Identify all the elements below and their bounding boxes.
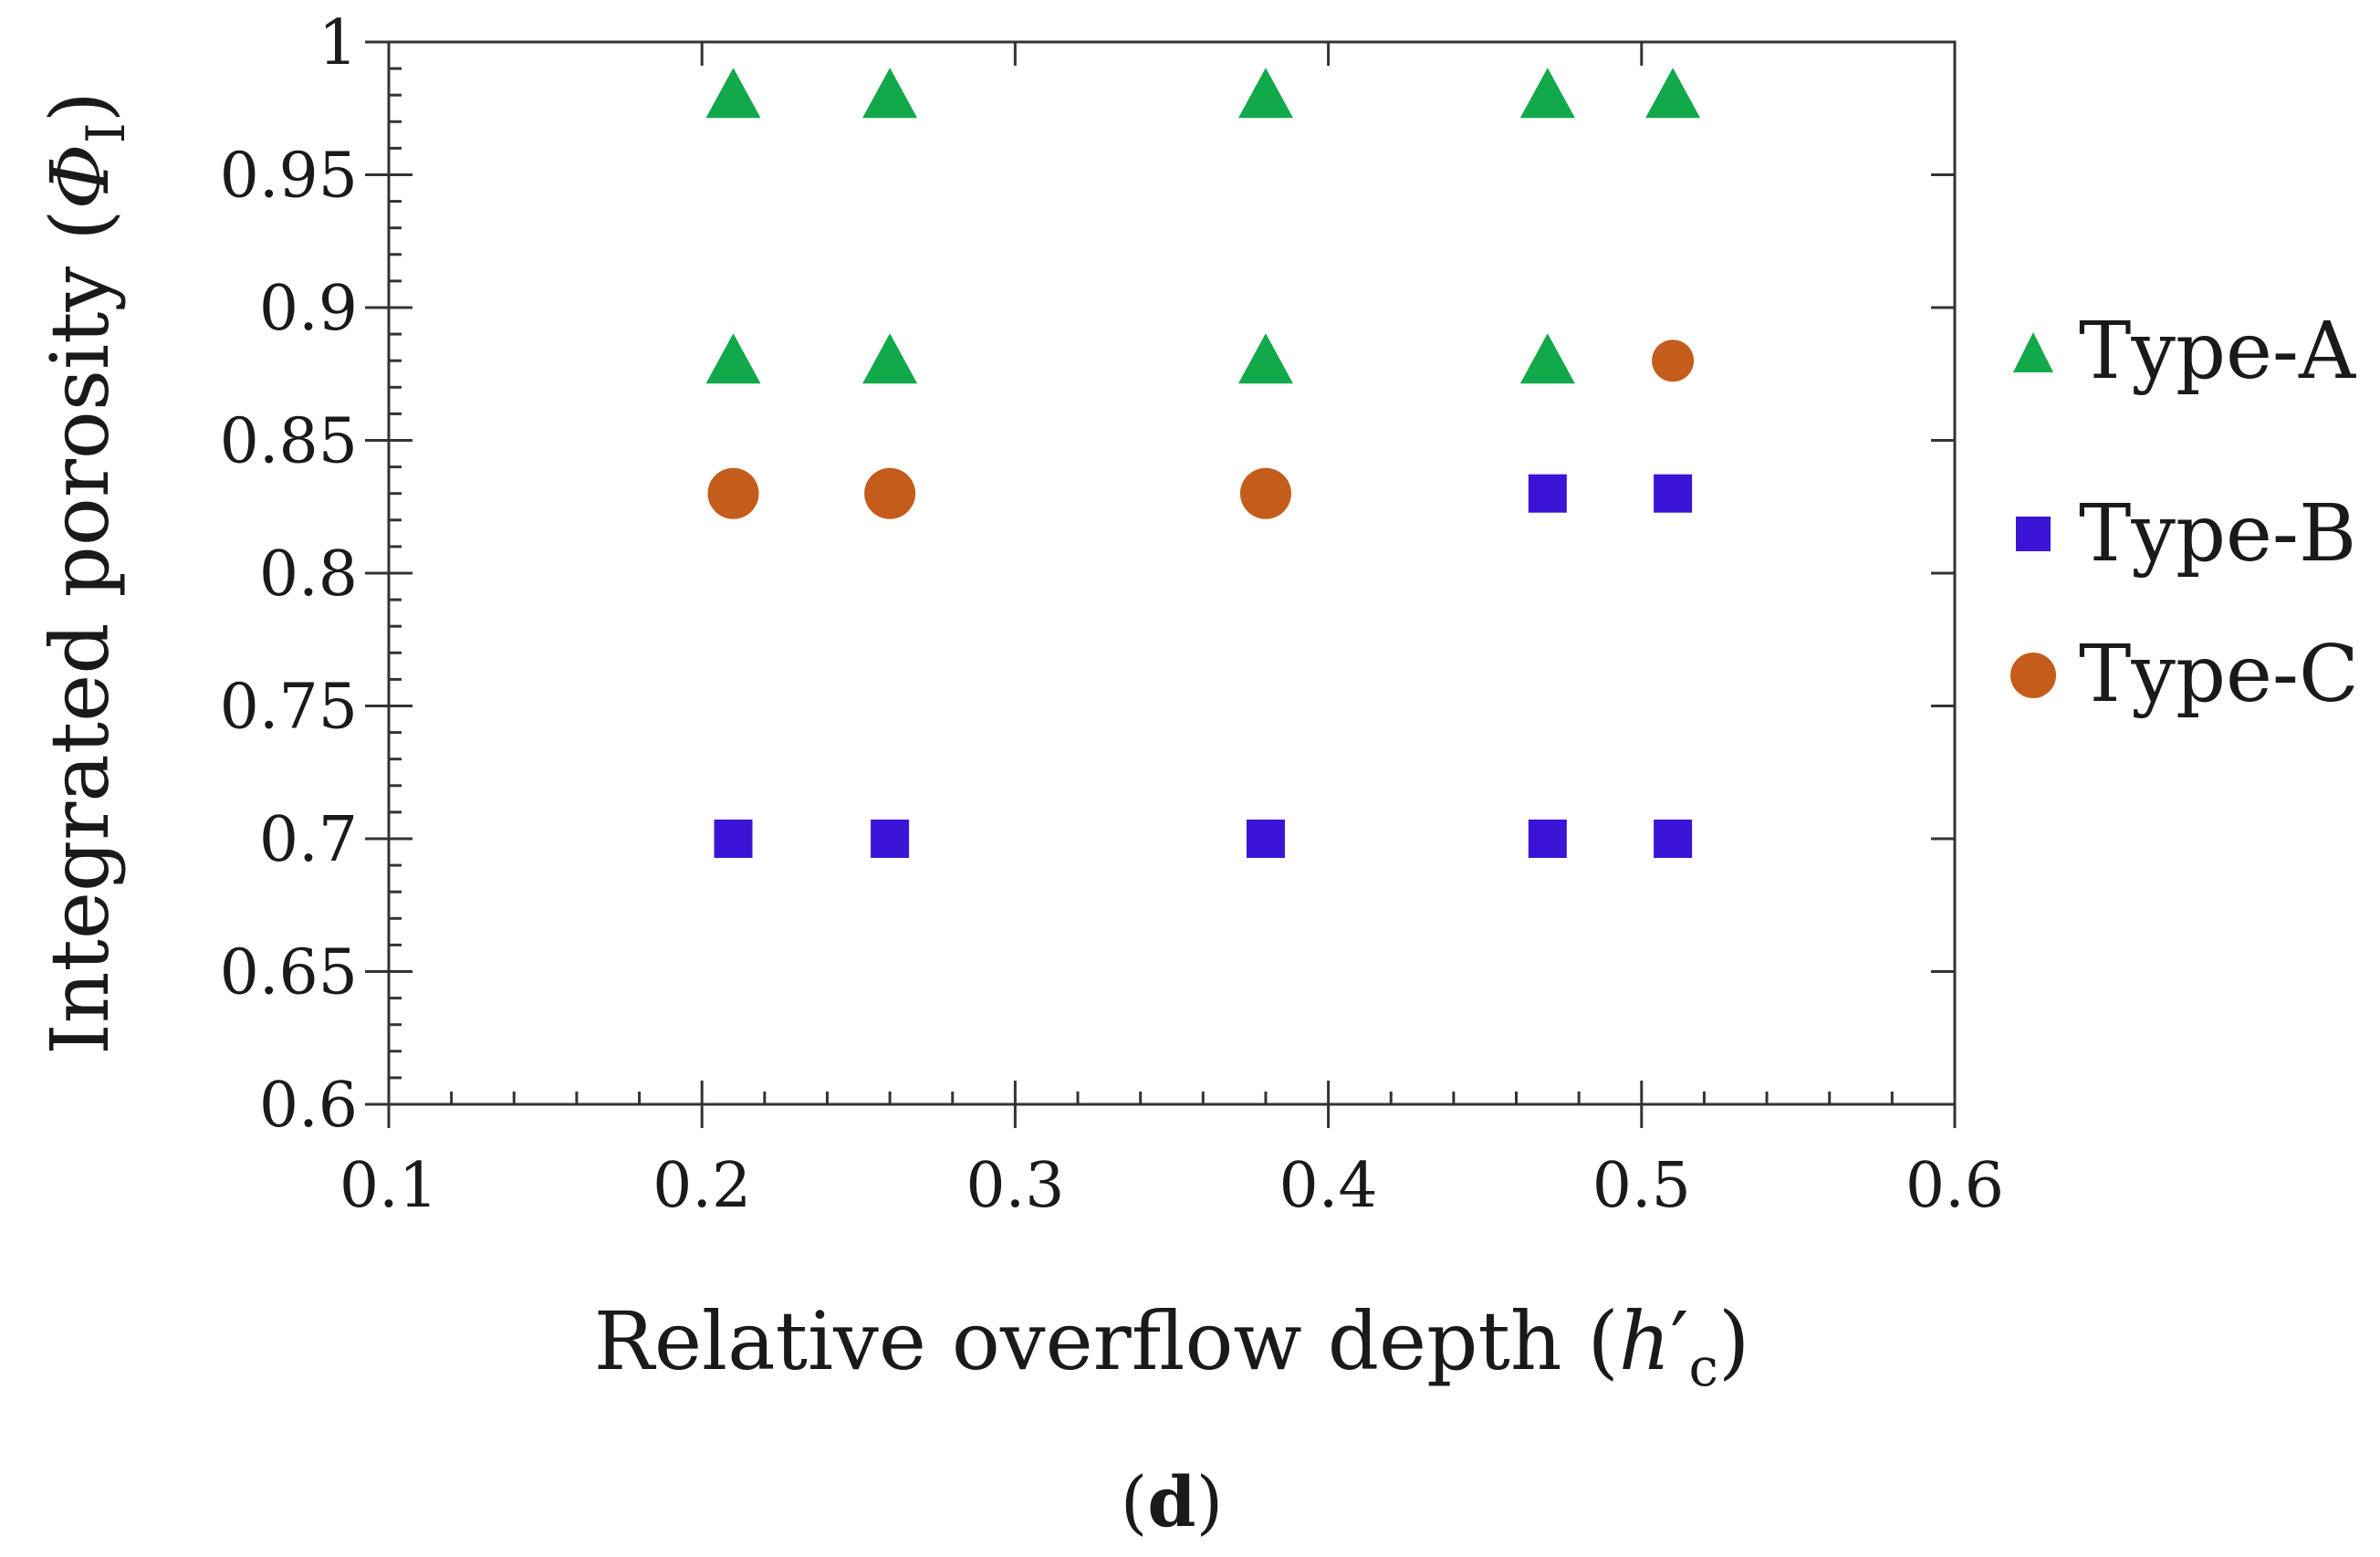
point-type-a	[1519, 333, 1575, 384]
x-axis-title-symbol: h	[1619, 1294, 1671, 1388]
point-type-a	[705, 68, 761, 119]
point-type-a	[1519, 68, 1575, 119]
legend-item-type-a: Type-A	[2013, 306, 2356, 397]
axis-tick-labels: 0.1 0.2 0.3 0.4 0.5 0.6 0.6 0.65 0.7 0.75 0.8 0.85 0…	[220, 7, 2004, 1222]
x-axis-title-main: Relative overflow depth (	[594, 1294, 1619, 1388]
data-points	[705, 68, 1701, 858]
x-tick-label: 0.3	[966, 1150, 1064, 1222]
x-axis-title-prime: ′	[1671, 1294, 1689, 1388]
point-type-b	[1654, 474, 1693, 513]
x-axis-title: Relative overflow depth (h′c)	[594, 1294, 1750, 1398]
y-tick-label: 0.95	[220, 141, 358, 213]
x-tick-label: 0.5	[1592, 1150, 1691, 1222]
y-tick-label: 1	[318, 7, 358, 79]
point-type-a	[1237, 68, 1293, 119]
point-type-c	[707, 467, 759, 519]
point-type-a	[862, 68, 918, 119]
panel-label-letter: d	[1147, 1461, 1195, 1542]
point-type-a	[705, 333, 761, 384]
y-axis-title-symbol: Φ	[33, 143, 127, 209]
legend-square-marker	[2016, 517, 2051, 551]
y-tick-label: 0.6	[259, 1070, 358, 1142]
legend-label-type-b: Type-B	[2079, 488, 2356, 580]
point-type-b	[1528, 820, 1567, 858]
panel-label: (d)	[1121, 1461, 1223, 1542]
x-axis-title-close: )	[1718, 1294, 1749, 1388]
point-type-b	[1246, 820, 1285, 858]
point-type-b	[871, 820, 910, 858]
y-axis-title-subscript: I	[75, 122, 137, 143]
y-tick-label: 0.8	[259, 538, 358, 611]
x-axis-title-subscript: c	[1688, 1336, 1717, 1398]
panel-label-close: )	[1196, 1461, 1224, 1542]
legend-circle-marker	[2010, 653, 2056, 698]
y-tick-label: 0.75	[220, 672, 358, 744]
x-tick-label: 0.2	[652, 1150, 751, 1222]
legend: Type-A Type-B Type-C	[2010, 306, 2359, 720]
y-axis-title: Integrated porosity (ΦI)	[33, 91, 137, 1055]
y-axis-title-main: Integrated porosity (	[33, 209, 127, 1055]
point-type-b	[1654, 820, 1693, 858]
y-tick-label: 0.7	[259, 804, 358, 876]
x-tick-label: 0.6	[1905, 1150, 2004, 1222]
y-tick-label: 0.65	[220, 937, 358, 1009]
point-type-a	[1237, 333, 1293, 384]
y-tick-label: 0.9	[259, 273, 358, 345]
axis-ticks	[365, 40, 1957, 1128]
point-type-b	[1528, 474, 1567, 513]
y-tick-label: 0.85	[220, 406, 358, 478]
point-type-c	[1239, 467, 1291, 519]
point-type-a	[862, 333, 918, 384]
legend-label-type-a: Type-A	[2079, 306, 2356, 397]
point-type-c	[1652, 340, 1695, 382]
x-tick-label: 0.4	[1279, 1150, 1378, 1222]
legend-item-type-b: Type-B	[2016, 488, 2356, 580]
legend-label-type-c: Type-C	[2079, 629, 2359, 720]
point-type-c	[864, 467, 916, 519]
point-type-a	[1645, 68, 1701, 119]
x-tick-label: 0.1	[339, 1150, 438, 1222]
panel-label-open: (	[1121, 1461, 1148, 1542]
point-type-b	[714, 820, 753, 858]
legend-triangle-marker	[2013, 332, 2053, 372]
legend-item-type-c: Type-C	[2010, 629, 2359, 720]
y-axis-title-close: )	[33, 91, 127, 122]
